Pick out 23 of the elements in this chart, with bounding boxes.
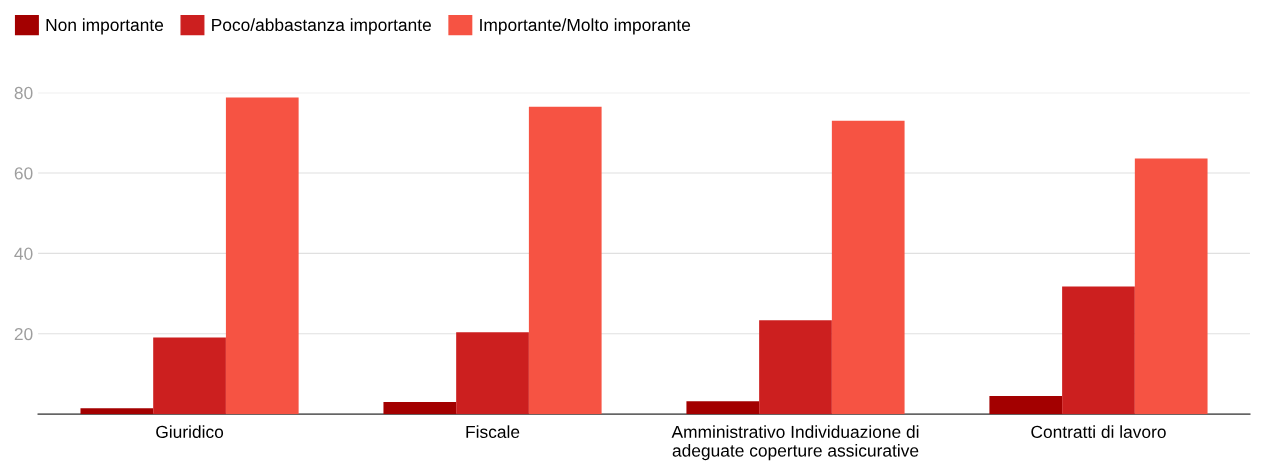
bar <box>1134 158 1208 415</box>
legend-label: Importante/Molto imporante <box>480 18 691 35</box>
y-tick-label: 80 <box>14 86 33 100</box>
bar <box>528 106 602 415</box>
y-tick-label: 20 <box>14 327 33 341</box>
x-tick-label: Contratti di lavoro <box>1031 425 1166 439</box>
bar <box>456 332 529 415</box>
bar <box>831 120 905 415</box>
bar <box>989 396 1063 415</box>
x-tick-label: Amministrativo Individuazione di adeguate coperture assicurative <box>671 425 919 461</box>
legend-label: Non importante <box>46 18 164 35</box>
bar <box>686 401 760 415</box>
bar <box>80 408 154 415</box>
bar <box>383 402 457 415</box>
bar <box>225 97 299 415</box>
bar <box>1062 286 1135 415</box>
y-tick-label: 60 <box>14 167 33 180</box>
legend-label: Poco/abbastanza importante <box>212 18 431 35</box>
x-tick-label: Fiscale <box>466 425 520 439</box>
bar <box>153 337 226 415</box>
bar <box>759 320 832 415</box>
y-tick-label: 40 <box>14 247 33 260</box>
x-tick-label: Giuridico <box>156 425 224 439</box>
